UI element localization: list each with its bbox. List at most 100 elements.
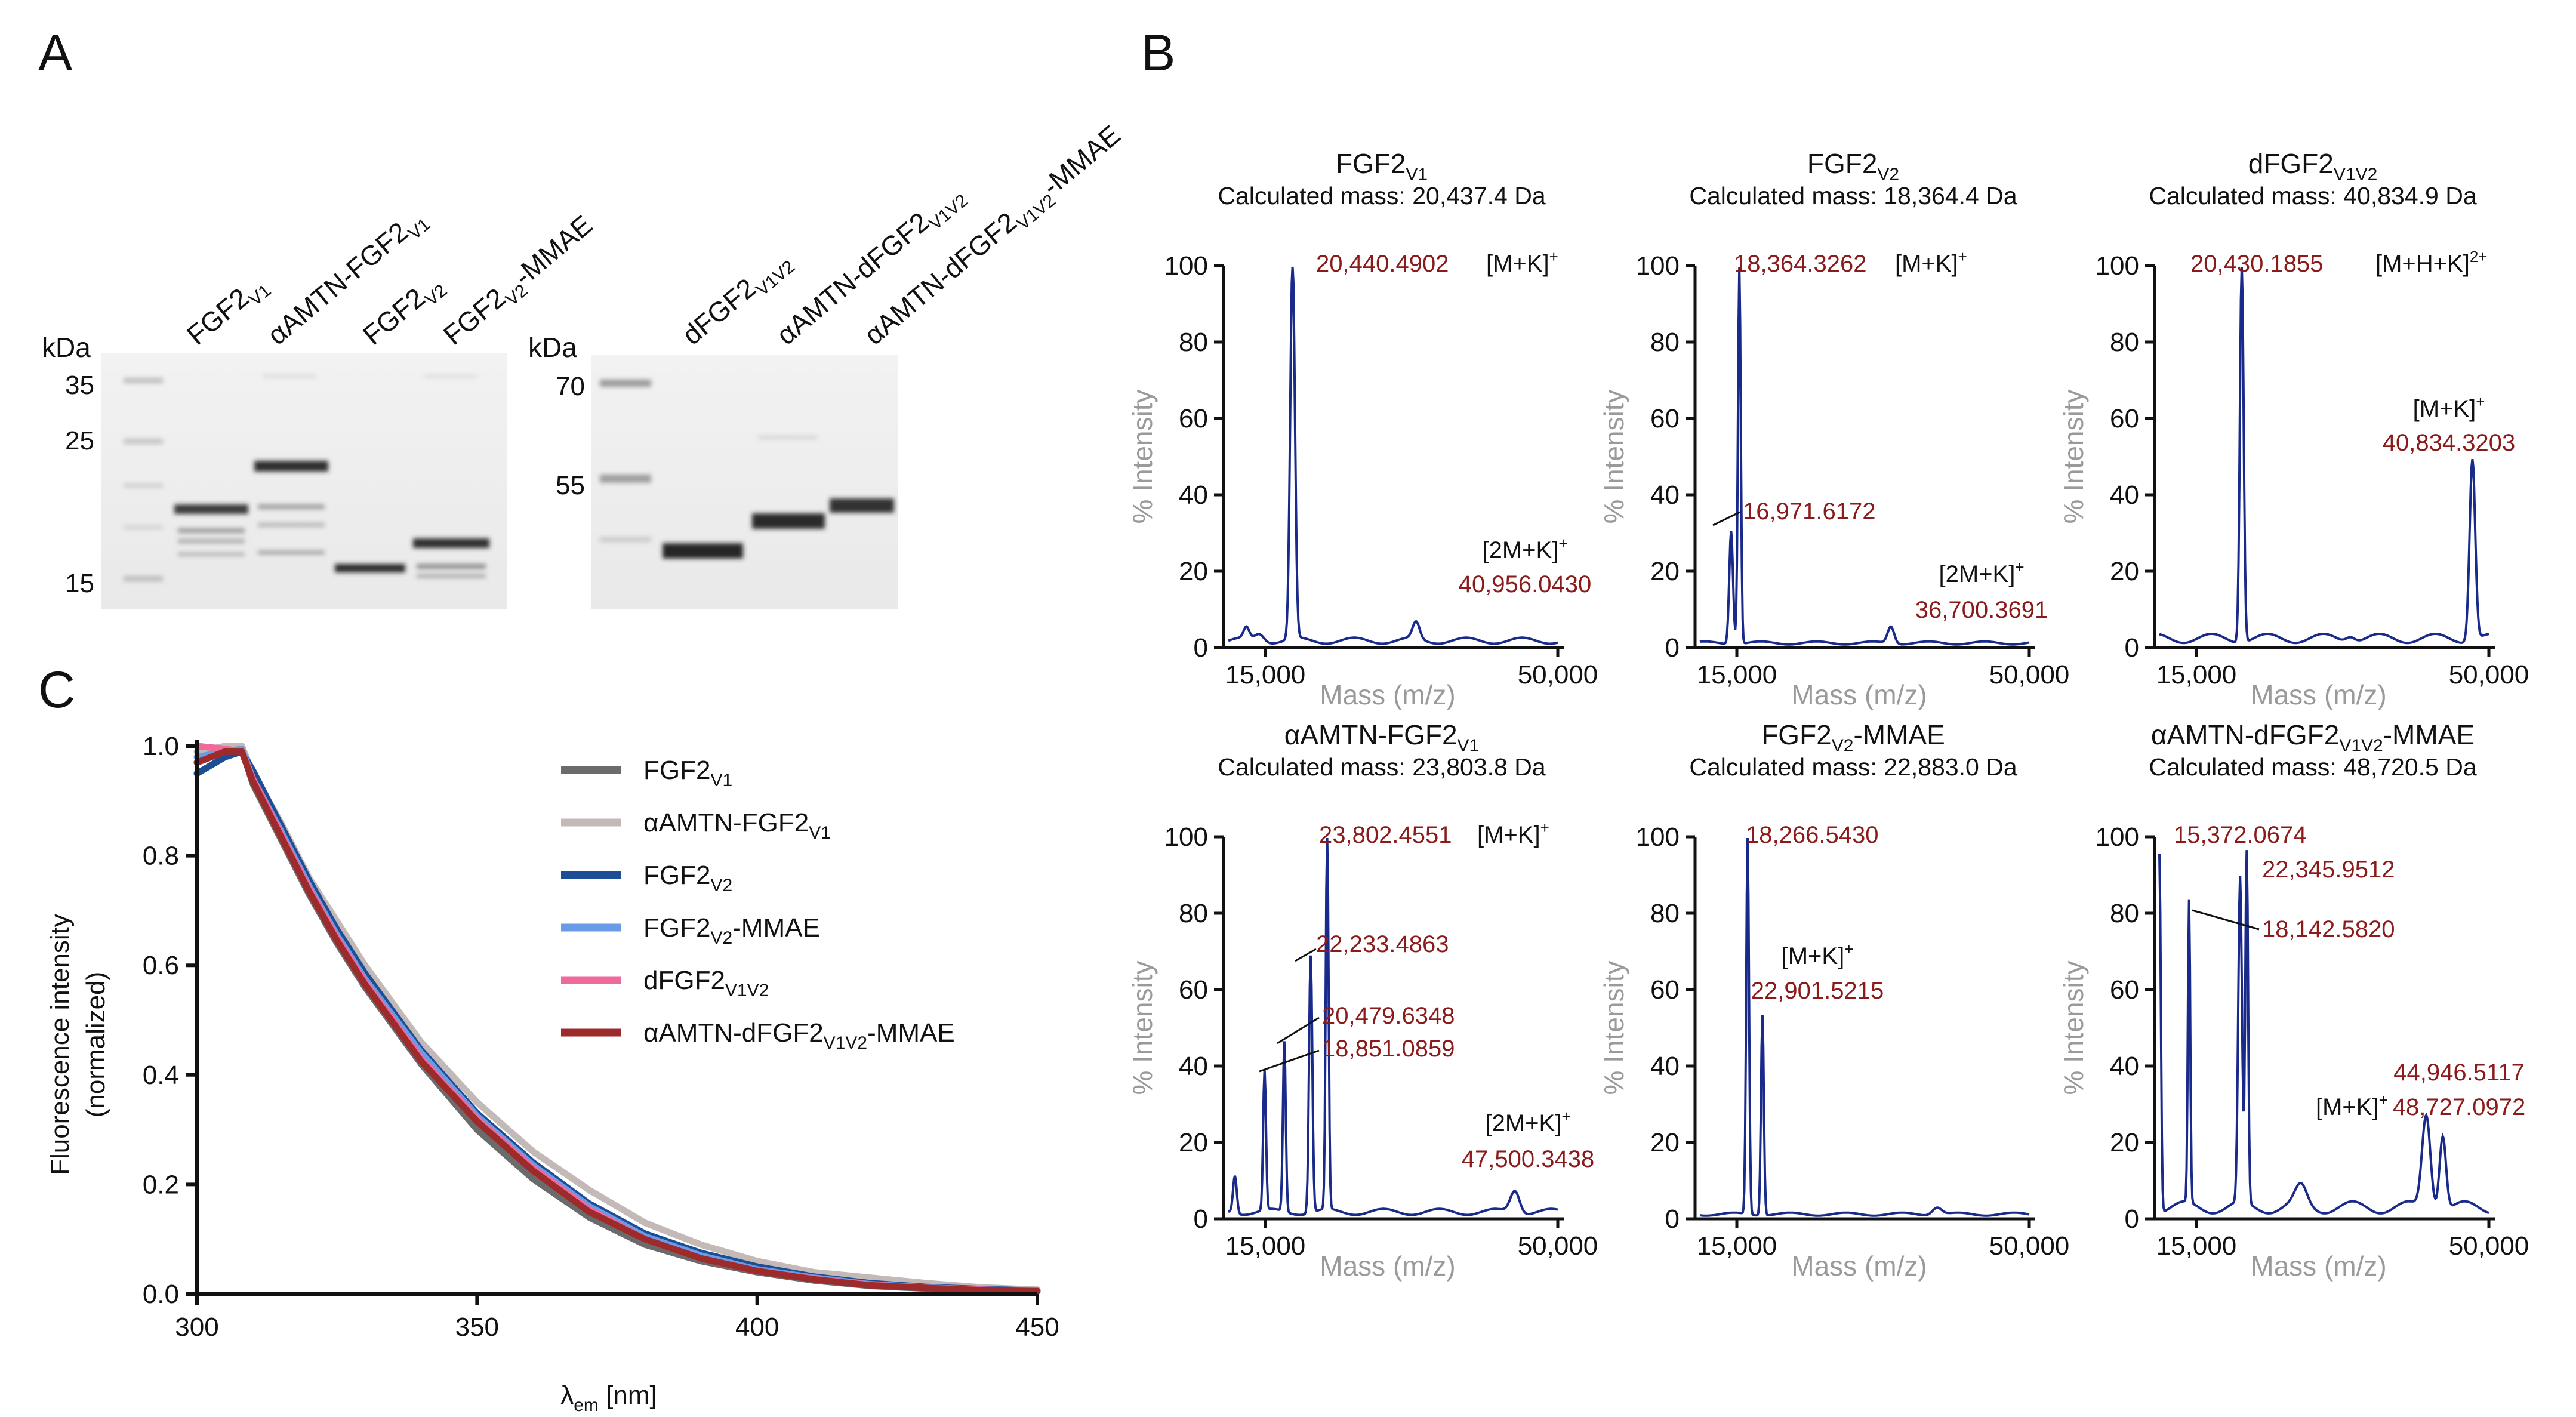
legend-entry: FGF2V2-MMAE — [643, 913, 820, 948]
ms-y-tick-label: 100 — [1636, 251, 1680, 281]
ms-calculated-mass: Calculated mass: 18,364.4 Da — [1689, 182, 2017, 210]
ms-ion-label: [M+K]+ — [2316, 1091, 2388, 1120]
fluorescence-xlabel: λem [nm] — [560, 1381, 657, 1415]
ms-y-tick-label: 80 — [2110, 328, 2139, 357]
gel-2-kda-label: kDa — [528, 332, 577, 363]
ms-y-tick-label: 40 — [1179, 480, 1208, 510]
ms-y-tick-label: 0 — [1194, 1205, 1208, 1234]
gel-1-bands — [124, 375, 489, 581]
ms-y-tick-label: 20 — [1650, 1128, 1680, 1157]
ms-y-tick-label: 80 — [1179, 328, 1208, 357]
ms-spectrum-trace — [2158, 850, 2489, 1215]
ms-peak-label: 20,430.1855 — [2190, 251, 2323, 277]
legend-entry: αAMTN-FGF2V1 — [643, 808, 831, 843]
fluorescence-x-tick-label: 450 — [1015, 1313, 1059, 1342]
gel-1-lane-label-2: αAMTN-FGF2V1 — [261, 202, 434, 355]
gel-1-marker-25: 25 — [65, 426, 94, 455]
ms-y-axis-label: % Intensity — [2058, 961, 2089, 1095]
gel-2-bands — [600, 380, 894, 559]
legend-entry: dFGF2V1V2 — [643, 966, 769, 1000]
gel-1-image — [101, 353, 507, 609]
ms-y-axis-label: % Intensity — [1598, 390, 1629, 524]
ms-y-tick-label: 100 — [1636, 823, 1680, 852]
ms-ion-label: [M+H+K]2+ — [2375, 248, 2488, 277]
ms-x-axis-label: Mass (m/z) — [1320, 679, 1455, 710]
fluorescence-y-tick-label: 1.0 — [143, 732, 179, 761]
ms-y-tick-label: 0 — [1194, 633, 1208, 663]
fluorescence-y-tick-label: 0.0 — [143, 1280, 179, 1309]
ms-x-axis-label: Mass (m/z) — [1320, 1250, 1455, 1282]
gel-2: kDa 70 55 dFGF2V1V2 αAMTN-dFGF2V1V2 αAMT… — [528, 119, 1126, 609]
panel-letter-a: A — [38, 24, 73, 82]
ms-peak-label: 40,834.3203 — [2383, 430, 2515, 456]
ms-y-tick-label: 60 — [1650, 975, 1680, 1005]
legend-entry: FGF2V2 — [643, 861, 732, 895]
gel-1-lane-label-1: FGF2V1 — [181, 268, 275, 355]
ms-peak-label: 18,851.0859 — [1322, 1036, 1455, 1062]
ms-y-tick-label: 20 — [1179, 557, 1208, 586]
ms-y-tick-label: 0 — [2125, 633, 2139, 663]
ms-y-tick-label: 40 — [2110, 1052, 2139, 1081]
ms-ion-label: [M+K]+ — [1486, 248, 1558, 277]
ms-calculated-mass: Calculated mass: 40,834.9 Da — [2149, 182, 2476, 210]
ms-x-tick-label: 50,000 — [1518, 660, 1598, 689]
ms-x-tick-label: 15,000 — [1225, 1231, 1306, 1261]
ms-x-tick-label: 15,000 — [2156, 660, 2237, 689]
ms-calculated-mass: Calculated mass: 22,883.0 Da — [1689, 753, 2017, 781]
ms-calculated-mass: Calculated mass: 48,720.5 Da — [2149, 753, 2476, 781]
ms-calculated-mass: Calculated mass: 23,803.8 Da — [1218, 753, 1545, 781]
ms-x-axis-label: Mass (m/z) — [2251, 1250, 2386, 1282]
ms-ion-label: [2M+K]+ — [1482, 534, 1567, 563]
ms-peak-label: 20,479.6348 — [1322, 1003, 1455, 1029]
ms-y-axis-label: % Intensity — [1127, 390, 1158, 524]
panel-letter-c: C — [38, 661, 75, 719]
legend-entry: αAMTN-dFGF2V1V2-MMAE — [643, 1018, 955, 1053]
ms-title: FGF2V2 — [1807, 148, 1899, 184]
fluorescence-y-tick-label: 0.8 — [143, 842, 179, 871]
gel-1-marker-15: 15 — [65, 569, 94, 598]
ms-y-tick-label: 100 — [1164, 823, 1208, 852]
ms-y-tick-label: 60 — [1650, 404, 1680, 433]
ms-y-axis-label: % Intensity — [2058, 390, 2089, 524]
ms-y-tick-label: 40 — [1650, 480, 1680, 510]
ms-y-tick-label: 40 — [1650, 1052, 1680, 1081]
ms-y-tick-label: 20 — [2110, 1128, 2139, 1157]
ms-y-tick-label: 100 — [1164, 251, 1208, 281]
ms-title: FGF2V2-MMAE — [1761, 719, 1945, 756]
gel-2-marker-55: 55 — [556, 471, 585, 500]
ms-peak-label: 22,901.5215 — [1751, 978, 1884, 1004]
ms-peak-label: 18,364.3262 — [1734, 251, 1866, 277]
ms-peak-label: 18,266.5430 — [1746, 822, 1878, 848]
ms-y-tick-label: 0 — [1665, 633, 1680, 663]
ms-x-axis-label: Mass (m/z) — [1791, 1250, 1927, 1282]
ms-peak-label: 22,233.4863 — [1316, 931, 1449, 957]
ms-peak-label: 22,345.9512 — [2262, 857, 2395, 883]
ms-ion-label: [M+K]+ — [2413, 393, 2485, 422]
ms-title: αAMTN-dFGF2V1V2-MMAE — [2151, 719, 2475, 756]
ms-y-tick-label: 20 — [2110, 557, 2139, 586]
ms-x-tick-label: 15,000 — [1225, 660, 1306, 689]
ms-y-tick-label: 20 — [1650, 557, 1680, 586]
ms-ion-label: [M+K]+ — [1895, 248, 1967, 277]
fluorescence-chart: Fluorescence intensity (normalized) λem … — [45, 732, 1059, 1415]
ms-title: FGF2V1 — [1336, 148, 1428, 184]
ms-spectrum-trace — [1228, 837, 1558, 1216]
ms-peak-label: 23,802.4551 — [1319, 822, 1452, 848]
ms-y-tick-label: 100 — [2096, 823, 2139, 852]
ms-x-tick-label: 50,000 — [1989, 660, 2070, 689]
ms-y-tick-label: 0 — [2125, 1205, 2139, 1234]
fluorescence-ylabel: Fluorescence intensity — [45, 914, 75, 1175]
panel-letter-b: B — [1141, 24, 1175, 82]
ms-y-tick-label: 60 — [1179, 975, 1208, 1005]
ms-peak-label: 18,142.5820 — [2262, 916, 2395, 942]
ms-x-tick-label: 50,000 — [2449, 660, 2529, 689]
ms-x-tick-label: 15,000 — [2156, 1231, 2237, 1261]
ms-x-axis-label: Mass (m/z) — [1791, 679, 1927, 710]
ms-peak-label: 48,727.0972 — [2393, 1094, 2525, 1120]
ms-y-tick-label: 60 — [1179, 404, 1208, 433]
ms-spectrum-trace — [2159, 266, 2489, 645]
ms-ion-label: [M+K]+ — [1782, 940, 1854, 969]
